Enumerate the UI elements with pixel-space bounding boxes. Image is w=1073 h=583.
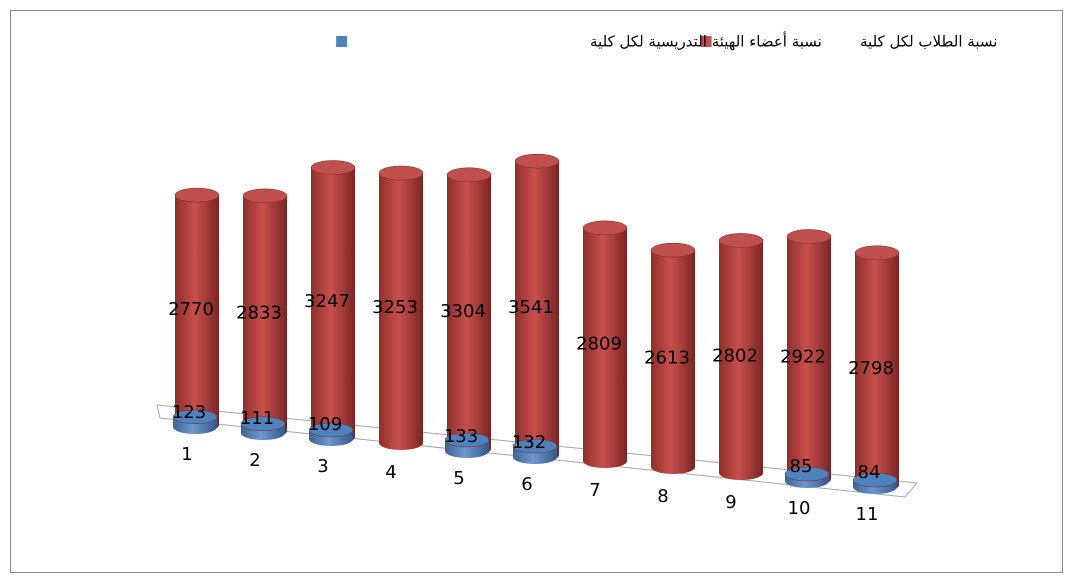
cylinder-top (310, 160, 356, 175)
cylinder-top (582, 220, 628, 236)
x-tick-label: 6 (521, 474, 532, 495)
x-tick-label: 2 (249, 450, 260, 471)
data-label: 133 (444, 426, 478, 447)
cylinder-top (854, 245, 900, 261)
cylinder (855, 252, 899, 485)
cylinder-top (174, 187, 220, 203)
cylinder (515, 161, 559, 456)
x-tick-label: 1 (181, 444, 192, 465)
data-label: 3541 (508, 297, 554, 318)
cylinder-top (308, 422, 354, 438)
x-tick-label: 5 (453, 468, 464, 489)
cylinder-top (446, 167, 492, 183)
data-label: 2922 (780, 347, 826, 368)
data-label: 109 (308, 414, 342, 435)
cylinder-top (784, 466, 830, 482)
cylinder (243, 195, 287, 431)
data-label: 2770 (168, 299, 214, 320)
cylinder-top (718, 233, 764, 248)
cylinder (787, 236, 831, 479)
cylinder (175, 195, 219, 425)
x-tick-label: 7 (589, 480, 600, 501)
cylinder-top (650, 242, 696, 258)
data-label: 2809 (576, 333, 622, 354)
cylinder (719, 240, 763, 473)
legend-swatch (336, 36, 348, 47)
cylinder (379, 173, 423, 443)
x-tick-label: 4 (385, 462, 396, 483)
legend-label: نسبة أعضاء الهيئة التدريسية لكل كلية (590, 32, 822, 51)
cylinder (651, 250, 695, 467)
data-label: 111 (240, 408, 274, 429)
x-tick-label: 3 (317, 456, 328, 477)
data-label: 85 (790, 456, 813, 477)
data-label: 84 (858, 462, 881, 483)
legend-label: نسبة الطلاب لكل كلية (860, 33, 997, 51)
cylinder (447, 174, 491, 449)
data-label: 2613 (644, 348, 690, 369)
legend-swatch (700, 36, 712, 47)
cylinder-top (240, 416, 286, 432)
data-label: 2802 (712, 346, 758, 367)
cylinder-top (444, 432, 490, 448)
cylinder (583, 227, 627, 461)
data-label: 2798 (848, 358, 894, 379)
data-label: 2833 (236, 302, 282, 323)
cylinder-top (786, 229, 832, 244)
cylinder (311, 167, 355, 437)
data-label: 3304 (440, 301, 486, 322)
x-tick-label: 11 (856, 504, 879, 525)
cylinder-top (512, 438, 558, 454)
cylinder-top (514, 153, 560, 169)
data-label: 3253 (372, 297, 418, 318)
data-label: 123 (172, 402, 206, 423)
x-tick-label: 9 (725, 492, 736, 513)
x-tick-label: 10 (788, 498, 811, 519)
x-tick-label: 8 (657, 486, 668, 507)
cylinder-top (242, 188, 288, 204)
cylinder-top (172, 409, 218, 425)
data-label: 132 (512, 432, 546, 453)
cylinder-top (378, 165, 424, 181)
data-label: 3247 (304, 291, 350, 312)
cylinder-top (852, 472, 898, 488)
